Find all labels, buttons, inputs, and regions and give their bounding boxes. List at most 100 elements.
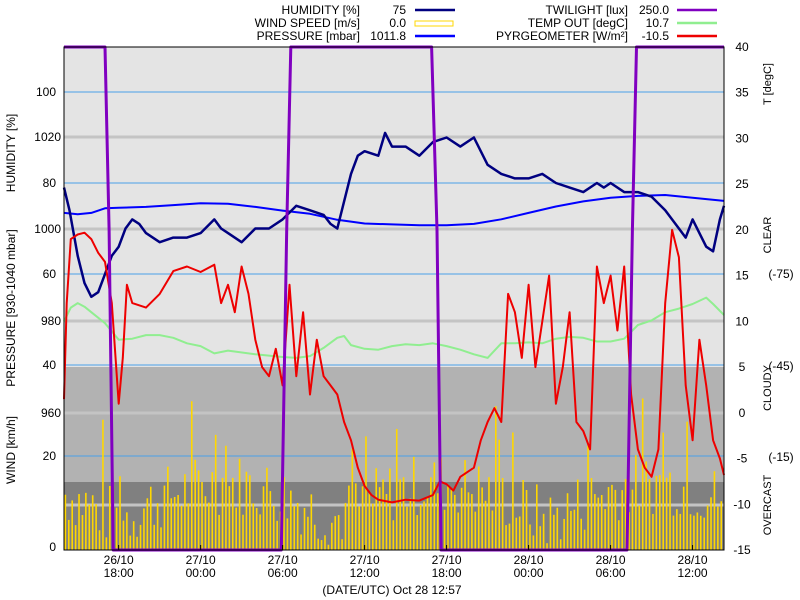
wind-bar [190, 401, 193, 550]
wind-bar [553, 514, 555, 550]
wind-bar [187, 503, 190, 550]
wind-bar [119, 476, 121, 550]
wind-bar [303, 507, 306, 550]
wind-bar [559, 539, 562, 550]
wind-bar [652, 513, 654, 550]
wind-bar [252, 503, 255, 550]
wind-bar [423, 501, 425, 550]
wind-bar [290, 490, 292, 550]
pressure-tick-label: 1000 [34, 222, 61, 236]
wind-bar [245, 471, 248, 550]
wind-bar [129, 535, 132, 550]
wind-bar [105, 537, 108, 550]
wind-bar [358, 506, 360, 550]
wind-bar [672, 515, 675, 550]
wind-bar [508, 523, 511, 550]
wind-bar [149, 486, 152, 550]
wind-bar [74, 525, 77, 550]
wind-bar [454, 494, 456, 550]
wind-bar [563, 518, 565, 550]
wind-bar [214, 434, 217, 550]
wind-bar [235, 507, 237, 550]
legend-left-value: 75 [393, 3, 407, 17]
wind-bar [238, 458, 241, 550]
left-ticks: 100 80 60 40 20 0 1020 1000 980 960 [34, 85, 61, 554]
wind-bar [409, 498, 412, 550]
wind-bar [194, 459, 196, 550]
wind-bar [491, 510, 494, 550]
x-tick-date: 27/10 [186, 553, 216, 567]
x-tick-time: 12:00 [350, 566, 380, 580]
wind-bar [566, 493, 569, 550]
wind-bar [658, 475, 661, 550]
wind-bar [78, 494, 80, 550]
wind-bar [167, 466, 169, 550]
humidity-tick-label: 20 [43, 449, 57, 463]
cloud-tick-label: (-45) [768, 359, 793, 373]
x-tick-date: 26/10 [104, 553, 134, 567]
wind-bar [686, 421, 688, 550]
wind-bar [98, 530, 101, 550]
wind-bar [645, 461, 647, 550]
wind-bar [348, 485, 350, 550]
wind-bar [313, 524, 316, 550]
wind-bar [713, 471, 716, 550]
wind-bar [413, 456, 415, 550]
temperature-tick-label: 0 [739, 406, 746, 420]
wind-bar [447, 484, 449, 550]
wind-bar [525, 490, 528, 550]
wind-bar [395, 428, 398, 550]
cloud-tick-label: (-75) [768, 267, 793, 281]
pressure-tick-label: 1020 [34, 130, 61, 144]
wind-bar [549, 497, 552, 550]
legend-right-name: TEMP OUT [degC] [528, 16, 628, 30]
right-ticks: 40 35 30 25 20 15 10 5 0 -5 -10 -15 [733, 40, 751, 557]
wind-bar [535, 484, 538, 550]
wind-bar [208, 502, 210, 550]
humidity-line [62, 131, 726, 299]
legend-left-name: WIND SPEED [m/s] [255, 16, 360, 30]
wind-bar [594, 494, 596, 550]
x-ticks: 26/1018:0027/1000:0027/1006:0027/1012:00… [104, 545, 708, 580]
wind-bar [88, 504, 91, 550]
x-tick-time: 00:00 [186, 566, 216, 580]
wind-bar [204, 496, 207, 550]
wind-bar [481, 487, 483, 550]
wind-bar [115, 507, 118, 550]
wind-bar [624, 479, 627, 550]
wind-bar [170, 498, 173, 550]
wind-bar [416, 515, 419, 550]
temperature-tick-label: 35 [735, 86, 749, 100]
wind-bar [474, 511, 477, 550]
wind-bar [617, 520, 620, 550]
wind-bar [324, 535, 326, 550]
wind-bar [676, 509, 678, 550]
wind-bar [163, 485, 166, 550]
wind-bar [108, 485, 111, 550]
wind-bar [621, 490, 623, 550]
wind-bar [197, 470, 200, 550]
wind-bar [173, 496, 176, 550]
gridlines [64, 91, 724, 507]
wind-bar [515, 517, 518, 550]
pressure-tick-label: 980 [41, 314, 61, 328]
wind-bar [327, 544, 330, 550]
wind-bar [180, 505, 183, 550]
wind-bar [573, 509, 576, 550]
wind-bar [576, 479, 579, 550]
wind-bar [307, 516, 309, 550]
x-tick-date: 28/10 [596, 553, 626, 567]
wind-bar [283, 477, 285, 550]
wind-bar [296, 502, 299, 550]
wind-bar [648, 478, 651, 550]
wind-bar [276, 520, 278, 550]
wind-bar [720, 501, 723, 550]
humidity-tick-label: 60 [43, 267, 57, 281]
wind-bar [361, 486, 364, 550]
temperature-tick-label: 10 [735, 314, 749, 328]
wind-bar [679, 513, 682, 550]
wind-bar [262, 486, 265, 550]
wind-bar [495, 406, 497, 550]
plot-background-cloudy [64, 367, 724, 482]
